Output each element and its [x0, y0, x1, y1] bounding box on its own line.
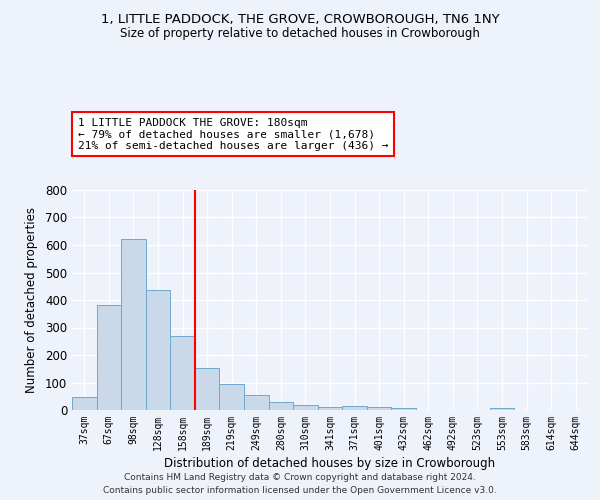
Text: Size of property relative to detached houses in Crowborough: Size of property relative to detached ho…	[120, 28, 480, 40]
Text: Contains public sector information licensed under the Open Government Licence v3: Contains public sector information licen…	[103, 486, 497, 495]
Bar	[367, 407, 391, 410]
Bar	[220, 384, 244, 410]
Text: 1, LITTLE PADDOCK, THE GROVE, CROWBOROUGH, TN6 1NY: 1, LITTLE PADDOCK, THE GROVE, CROWBOROUG…	[101, 12, 499, 26]
X-axis label: Distribution of detached houses by size in Crowborough: Distribution of detached houses by size …	[164, 457, 496, 470]
Bar	[195, 368, 220, 410]
Bar	[269, 402, 293, 410]
Bar	[121, 238, 146, 410]
Bar	[342, 406, 367, 410]
Bar	[72, 397, 97, 410]
Bar	[293, 406, 318, 410]
Bar	[318, 407, 342, 410]
Bar	[391, 408, 416, 410]
Bar	[146, 290, 170, 410]
Bar	[170, 336, 195, 410]
Bar	[97, 304, 121, 410]
Y-axis label: Number of detached properties: Number of detached properties	[25, 207, 38, 393]
Text: Contains HM Land Registry data © Crown copyright and database right 2024.: Contains HM Land Registry data © Crown c…	[124, 472, 476, 482]
Bar	[490, 408, 514, 410]
Bar	[244, 395, 269, 410]
Text: 1 LITTLE PADDOCK THE GROVE: 180sqm
← 79% of detached houses are smaller (1,678)
: 1 LITTLE PADDOCK THE GROVE: 180sqm ← 79%…	[78, 118, 389, 150]
